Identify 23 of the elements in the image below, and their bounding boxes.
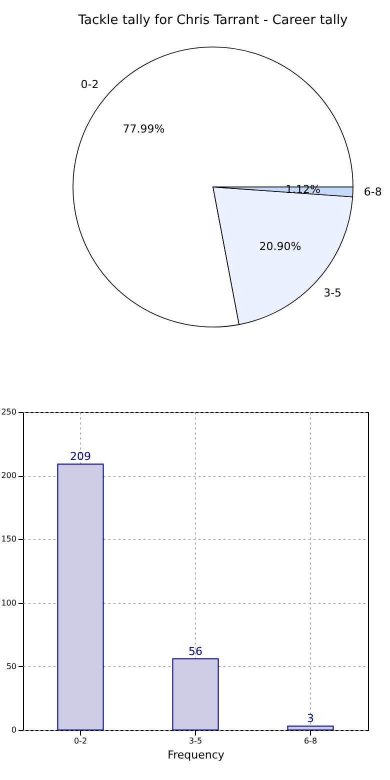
pie-slice (72, 46, 354, 328)
data-label: 3 (307, 712, 314, 726)
y-tick-label: 250 (1, 408, 16, 416)
y-tick-label: 200 (1, 471, 16, 480)
bar (57, 464, 104, 730)
data-label: 77.99% (122, 122, 165, 136)
data-label: 56 (188, 644, 202, 658)
y-tick-label: 150 (1, 534, 16, 544)
slice-label: 6-8 (364, 186, 382, 199)
y-tick-label: 50 (6, 662, 16, 671)
x-tick-label: 0-2 (74, 736, 88, 746)
bar (287, 726, 334, 730)
x-tick-label: 3-5 (188, 736, 202, 746)
chart-title: Tackle tally for Chris Tarrant - Career tally (77, 13, 348, 28)
y-tick-label: 0 (11, 726, 16, 734)
slice-label: 0-2 (80, 78, 99, 91)
data-label: 20.90% (259, 240, 302, 253)
x-tick-label: 6-8 (304, 736, 318, 746)
slice-label: 3-5 (324, 286, 342, 300)
data-label: 209 (70, 450, 91, 464)
y-tick-label: 100 (1, 598, 16, 608)
bar (172, 658, 219, 730)
x-axis-title: Frequency (168, 748, 225, 762)
